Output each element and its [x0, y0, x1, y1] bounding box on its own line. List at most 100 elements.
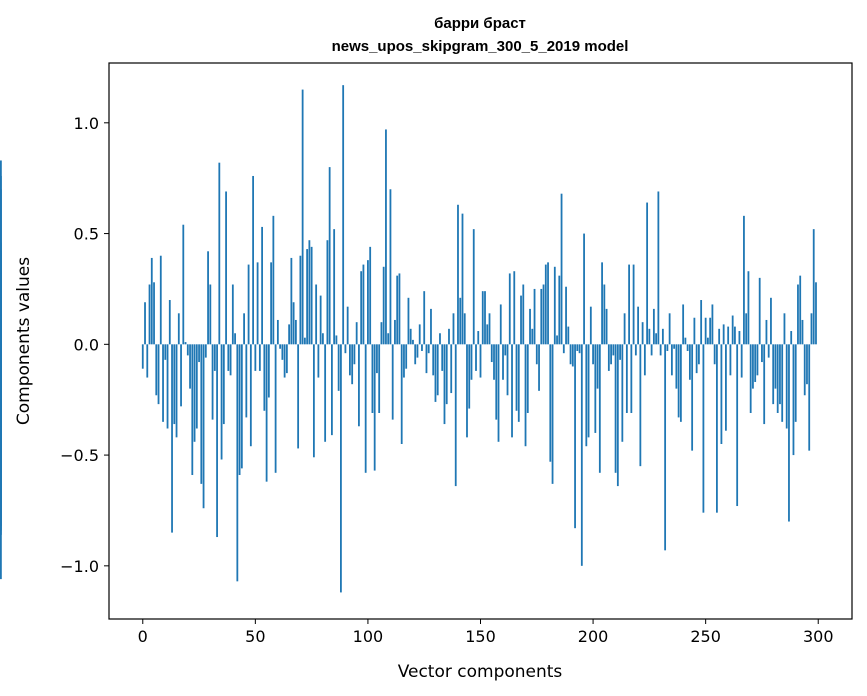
bar-21 — [189, 344, 191, 389]
bar-295 — [806, 344, 808, 385]
bar-119 — [409, 328, 412, 345]
bar-22 — [191, 344, 194, 476]
bar-108 — [385, 129, 387, 345]
bar-91 — [346, 306, 349, 345]
bar-262 — [731, 315, 734, 345]
bar-246 — [695, 344, 698, 374]
bar-235 — [670, 344, 673, 376]
bar-84 — [331, 344, 333, 436]
bar-286 — [785, 344, 788, 429]
bar-127 — [427, 344, 430, 354]
bar-101 — [369, 246, 372, 345]
bar-184 — [556, 335, 558, 345]
bar-67 — [292, 302, 295, 345]
bar-43 — [238, 344, 241, 476]
x-tick-label: 300 — [803, 627, 834, 646]
bar-168 — [520, 295, 522, 345]
bar-93 — [351, 344, 354, 385]
bar-85 — [333, 229, 336, 345]
bar-46 — [245, 344, 248, 418]
bar-88 — [340, 344, 342, 593]
bar-211 — [616, 344, 619, 487]
bar-213 — [621, 344, 624, 442]
bar-185 — [558, 275, 561, 345]
x-tick-label: 0 — [138, 627, 148, 646]
bar-266 — [740, 344, 743, 378]
bar-171 — [526, 344, 529, 413]
bar-136 — [448, 328, 450, 345]
bar-257 — [720, 344, 723, 444]
bar-98 — [362, 264, 365, 345]
bar-123 — [418, 324, 421, 345]
bar-83 — [328, 167, 331, 345]
bar-192 — [574, 344, 576, 529]
bar-15 — [175, 344, 178, 438]
bar-154 — [488, 313, 491, 345]
bar-79 — [319, 295, 322, 345]
bar-240 — [682, 304, 685, 345]
bar-165 — [513, 271, 516, 345]
bar-44 — [240, 344, 243, 469]
bar-81 — [324, 344, 327, 442]
bar-132 — [439, 333, 441, 345]
bar-198 — [587, 344, 590, 438]
x-tick-label: 250 — [690, 627, 721, 646]
bar-18 — [182, 224, 185, 345]
bar-183 — [553, 266, 556, 345]
bar-180 — [547, 262, 549, 345]
bar-278 — [767, 344, 770, 358]
bar-147 — [472, 229, 475, 345]
bar-114 — [398, 273, 401, 345]
bar-203 — [598, 344, 601, 473]
bar-279 — [770, 297, 772, 345]
bar-263 — [734, 326, 736, 345]
bar-234 — [668, 313, 671, 345]
bar-217 — [630, 344, 633, 413]
bar-144 — [466, 344, 468, 438]
bar-292 — [799, 275, 802, 345]
bar-87 — [337, 344, 340, 391]
bar-284 — [781, 344, 784, 422]
bar-242 — [686, 344, 689, 351]
bar-82 — [326, 240, 329, 345]
bar-189 — [567, 326, 570, 345]
bar-34 — [218, 162, 221, 345]
bar-125 — [423, 291, 426, 345]
bar-113 — [396, 275, 399, 345]
bar-72 — [303, 337, 306, 345]
bar-157 — [495, 344, 498, 420]
bar-149 — [477, 331, 480, 345]
bar-109 — [387, 333, 390, 345]
bar-128 — [430, 308, 432, 345]
bar-177 — [540, 288, 543, 345]
bar-142 — [461, 213, 464, 345]
bar-10 — [164, 344, 167, 360]
bar-31 — [211, 344, 214, 420]
bar-271 — [752, 344, 754, 389]
bar-104 — [376, 344, 378, 374]
bar-297 — [810, 313, 813, 345]
bar-133 — [441, 344, 444, 371]
bar-275 — [761, 344, 763, 363]
bar-62 — [281, 344, 284, 360]
bar-71 — [301, 89, 304, 345]
bar-40 — [231, 284, 234, 345]
bar-4 — [150, 257, 153, 345]
bar-28 — [204, 344, 207, 358]
bar-188 — [565, 286, 567, 345]
x-tick-label: 50 — [245, 627, 265, 646]
bar-131 — [436, 344, 439, 396]
bar-63 — [283, 344, 286, 378]
bar-155 — [490, 344, 493, 363]
bar-9 — [162, 344, 164, 422]
bar-66 — [290, 257, 293, 345]
bar-201 — [594, 344, 597, 433]
bar-175 — [535, 344, 538, 365]
bar-148 — [475, 344, 477, 371]
bar-25 — [198, 344, 200, 363]
bar-6 — [155, 344, 158, 396]
bar-218 — [632, 264, 635, 345]
bar-214 — [623, 313, 626, 345]
bar-42 — [236, 344, 239, 582]
bar-243 — [688, 344, 691, 380]
